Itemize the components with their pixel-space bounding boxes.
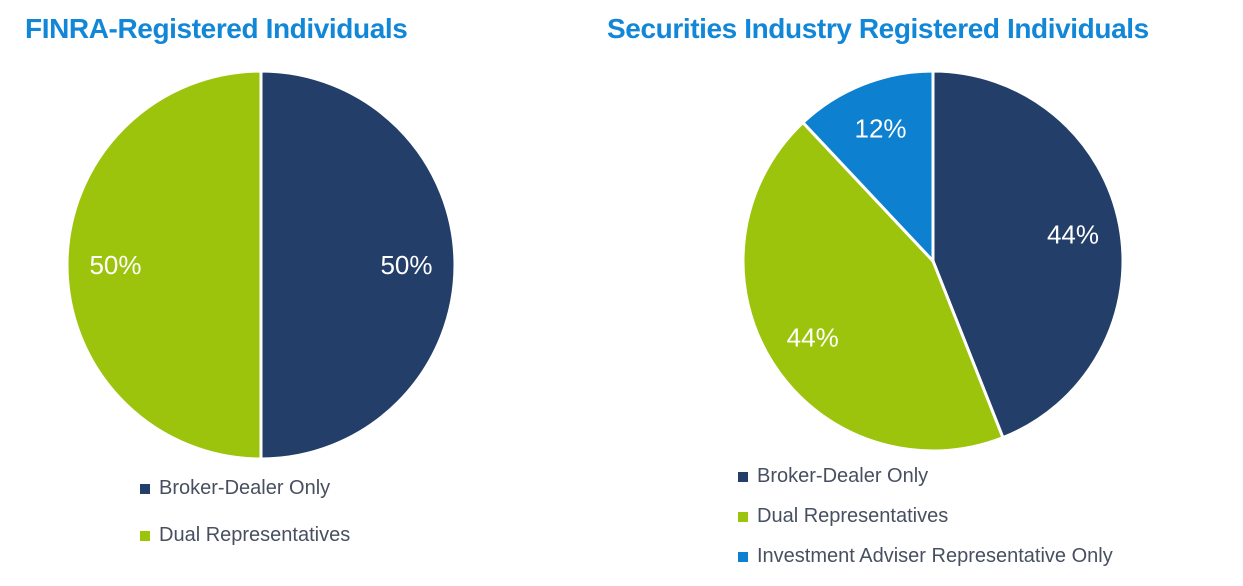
legend-label: Dual Representatives	[757, 505, 949, 527]
data-label-broker-dealer-only: 50%	[380, 250, 432, 280]
legend-swatch-investment-adviser-representative-only	[738, 551, 748, 562]
chart-title-securities-industry: Securities Industry Registered Individua…	[607, 13, 1149, 44]
finra-pie-chart: 50% 50%	[65, 69, 457, 461]
legend-swatch-broker-dealer-only	[738, 471, 748, 482]
legend-item: Broker-Dealer Only	[738, 465, 1113, 488]
pie-slice-broker-dealer-only	[931, 69, 1125, 440]
chart-title-finra: FINRA-Registered Individuals	[25, 13, 408, 44]
data-label-dual-representatives: 50%	[89, 250, 141, 280]
securities-industry-legend: Broker-Dealer Only Dual Representatives …	[738, 465, 1113, 585]
legend-item: Investment Adviser Representative Only	[738, 545, 1113, 568]
legend-item: Dual Representatives	[140, 524, 350, 547]
pie-slice-broker-dealer-only	[259, 69, 457, 461]
finra-legend: Broker-Dealer Only Dual Representatives	[140, 477, 350, 571]
legend-label: Broker-Dealer Only	[159, 477, 331, 499]
securities-industry-pie-chart: 44% 44% 12%	[741, 69, 1125, 453]
legend-item: Broker-Dealer Only	[140, 477, 350, 500]
legend-swatch-dual-representatives	[140, 530, 150, 541]
data-label-broker-dealer-only: 44%	[1047, 219, 1099, 249]
legend-label: Dual Representatives	[159, 524, 351, 546]
legend-label: Broker-Dealer Only	[757, 465, 929, 487]
pie-slice-investment-adviser-representative-only	[801, 69, 935, 263]
pie-slice-dual-representatives	[741, 120, 1005, 453]
pie-slice-dual-representatives	[65, 69, 263, 461]
legend-swatch-dual-representatives	[738, 511, 748, 522]
data-label-investment-adviser-representative-only: 12%	[855, 114, 907, 144]
legend-swatch-broker-dealer-only	[140, 483, 150, 494]
legend-label: Investment Adviser Representative Only	[757, 545, 1113, 567]
legend-item: Dual Representatives	[738, 505, 1113, 528]
data-label-dual-representatives: 44%	[787, 322, 839, 352]
